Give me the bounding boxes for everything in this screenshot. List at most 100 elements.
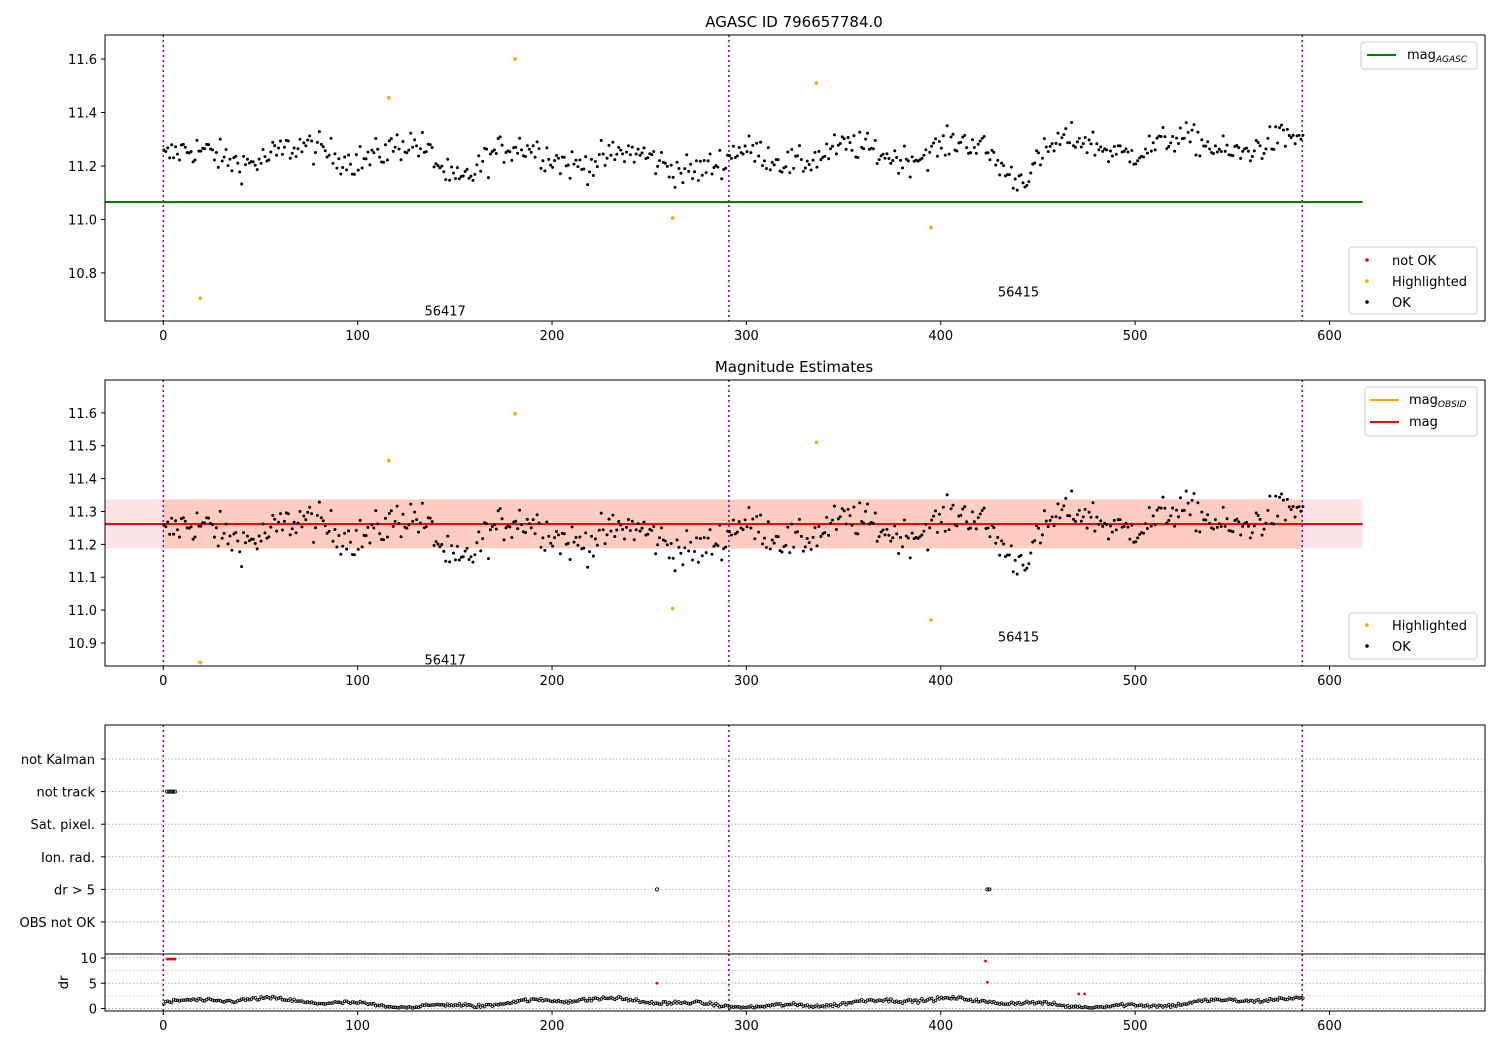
ok-point: [659, 151, 663, 155]
ok-point: [607, 517, 611, 521]
ok-point: [261, 522, 265, 526]
ok-point: [312, 540, 316, 544]
dr-point: [1114, 1003, 1118, 1007]
ok-point: [685, 529, 689, 533]
ok-point: [1161, 495, 1165, 499]
dr-point: [1048, 1002, 1052, 1006]
ok-point: [1124, 521, 1128, 525]
ok-point: [378, 155, 382, 159]
ok-point: [846, 507, 850, 511]
ok-point: [1093, 153, 1097, 157]
ok-point: [1171, 134, 1175, 138]
dr-point: [1223, 998, 1227, 1002]
ok-point: [1211, 527, 1215, 531]
ok-point: [910, 531, 914, 535]
dr-point: [412, 1005, 417, 1010]
ok-point: [998, 173, 1002, 177]
ok-point: [292, 520, 296, 524]
ok-point: [541, 159, 545, 163]
dr-point: [807, 1005, 811, 1009]
dr-point: [823, 1005, 827, 1009]
ok-point: [527, 522, 531, 526]
dr-point: [494, 1002, 498, 1006]
ok-point: [1136, 159, 1140, 163]
ok-point: [757, 530, 761, 534]
dr-point: [640, 1000, 644, 1004]
ok-point: [520, 523, 524, 527]
flag-point: [655, 887, 660, 892]
ok-point: [797, 517, 801, 521]
ok-point: [216, 544, 220, 548]
ok-point: [391, 524, 395, 528]
ok-point: [537, 147, 541, 151]
dr-point: [743, 1005, 747, 1010]
ok-point: [570, 525, 574, 529]
ok-point: [1289, 507, 1293, 511]
ok-point: [969, 151, 973, 155]
ok-point: [401, 512, 405, 516]
ok-point: [1204, 144, 1208, 148]
ok-point: [1223, 149, 1227, 153]
dr-point: [1190, 1001, 1194, 1005]
dr-point: [1091, 1006, 1095, 1010]
dr-point: [673, 999, 677, 1003]
dr-point: [832, 1001, 837, 1006]
ok-point: [741, 152, 745, 156]
dr-point: [1167, 1003, 1171, 1007]
ok-point: [996, 535, 1000, 539]
dr-point: [1110, 1004, 1115, 1008]
ok-point: [994, 541, 998, 545]
dr-point: [455, 1003, 460, 1008]
dr-point: [735, 1005, 739, 1009]
ok-point: [877, 158, 881, 162]
ok-point: [174, 519, 178, 523]
ok-point: [1297, 505, 1301, 509]
ok-point: [1040, 156, 1044, 160]
ok-point: [310, 139, 314, 143]
ok-point: [1110, 154, 1114, 158]
ok-point: [558, 552, 562, 556]
ok-point: [671, 175, 675, 179]
dr-point: [1060, 1003, 1064, 1008]
dr-point: [877, 998, 881, 1002]
ok-point: [986, 526, 990, 530]
ok-point: [623, 160, 627, 164]
dr-outlier-point: [165, 957, 169, 961]
ok-point: [399, 158, 403, 162]
x-tick-label: 100: [345, 329, 370, 344]
dr-point: [764, 1004, 769, 1008]
ok-point: [1250, 531, 1254, 535]
ok-point: [467, 176, 471, 180]
ok-point: [1042, 137, 1046, 141]
ok-point: [1188, 140, 1192, 144]
ok-point: [609, 529, 613, 533]
ok-point: [1213, 144, 1217, 148]
ok-point: [436, 164, 440, 168]
ok-point: [436, 542, 440, 546]
flag-point: [985, 887, 990, 892]
ok-point: [842, 509, 846, 513]
ok-point: [257, 157, 261, 161]
ok-point: [411, 519, 415, 523]
dr-point: [863, 1000, 868, 1004]
dr-point: [1293, 995, 1297, 1000]
ok-point: [162, 523, 166, 527]
ok-point: [1072, 517, 1076, 521]
ok-point: [1097, 148, 1101, 152]
ok-point: [531, 144, 535, 148]
ok-point: [172, 532, 176, 536]
dr-point: [269, 997, 273, 1001]
ok-point: [949, 507, 953, 511]
ok-point: [183, 145, 187, 149]
ok-point: [267, 158, 271, 162]
ok-point: [831, 518, 835, 522]
ok-point: [642, 520, 646, 524]
ok-point: [432, 165, 436, 169]
dr-point: [947, 996, 951, 1001]
ok-point: [461, 555, 465, 559]
ok-point: [873, 138, 877, 142]
ok-point: [1062, 504, 1066, 508]
ok-point: [269, 525, 273, 529]
dr-point: [1065, 1003, 1070, 1008]
